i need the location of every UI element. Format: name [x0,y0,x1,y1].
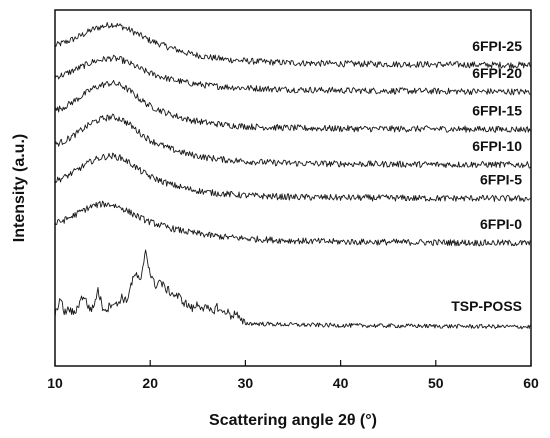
series-line-6fpi-25 [54,22,532,69]
series-line-6fpi-0 [54,200,532,247]
y-axis-title: Intensity (a.u.) [11,134,28,242]
x-tick-label: 60 [523,375,539,391]
series-label-tsp-poss: TSP-POSS [451,298,522,314]
x-tick-label: 30 [238,375,254,391]
series-label-6fpi-10: 6FPI-10 [472,138,522,154]
series-label-6fpi-0: 6FPI-0 [480,216,522,232]
series-layer [54,22,532,330]
series-label-layer: 6FPI-25 6FPI-20 6FPI-15 6FPI-10 6FPI-5 6FPI-0… [451,38,522,314]
series-label-6fpi-20: 6FPI-20 [472,65,522,81]
x-tick-label: 10 [47,375,63,391]
series-line-tsp-poss [54,249,532,330]
x-tick-layer: 10 20 30 40 50 60 [47,360,539,391]
series-line-6fpi-15 [54,79,532,133]
plot-frame [54,9,532,367]
series-label-6fpi-25: 6FPI-25 [472,38,522,54]
x-tick-label: 50 [428,375,444,391]
series-line-6fpi-10 [54,113,532,169]
x-tick-label: 20 [142,375,158,391]
series-label-6fpi-15: 6FPI-15 [472,102,522,118]
series-line-6fpi-5 [54,152,532,202]
series-label-6fpi-5: 6FPI-5 [480,172,522,188]
x-axis-title: Scattering angle 2θ (°) [209,412,377,429]
series-line-6fpi-20 [54,54,532,96]
x-tick-label: 40 [333,375,349,391]
